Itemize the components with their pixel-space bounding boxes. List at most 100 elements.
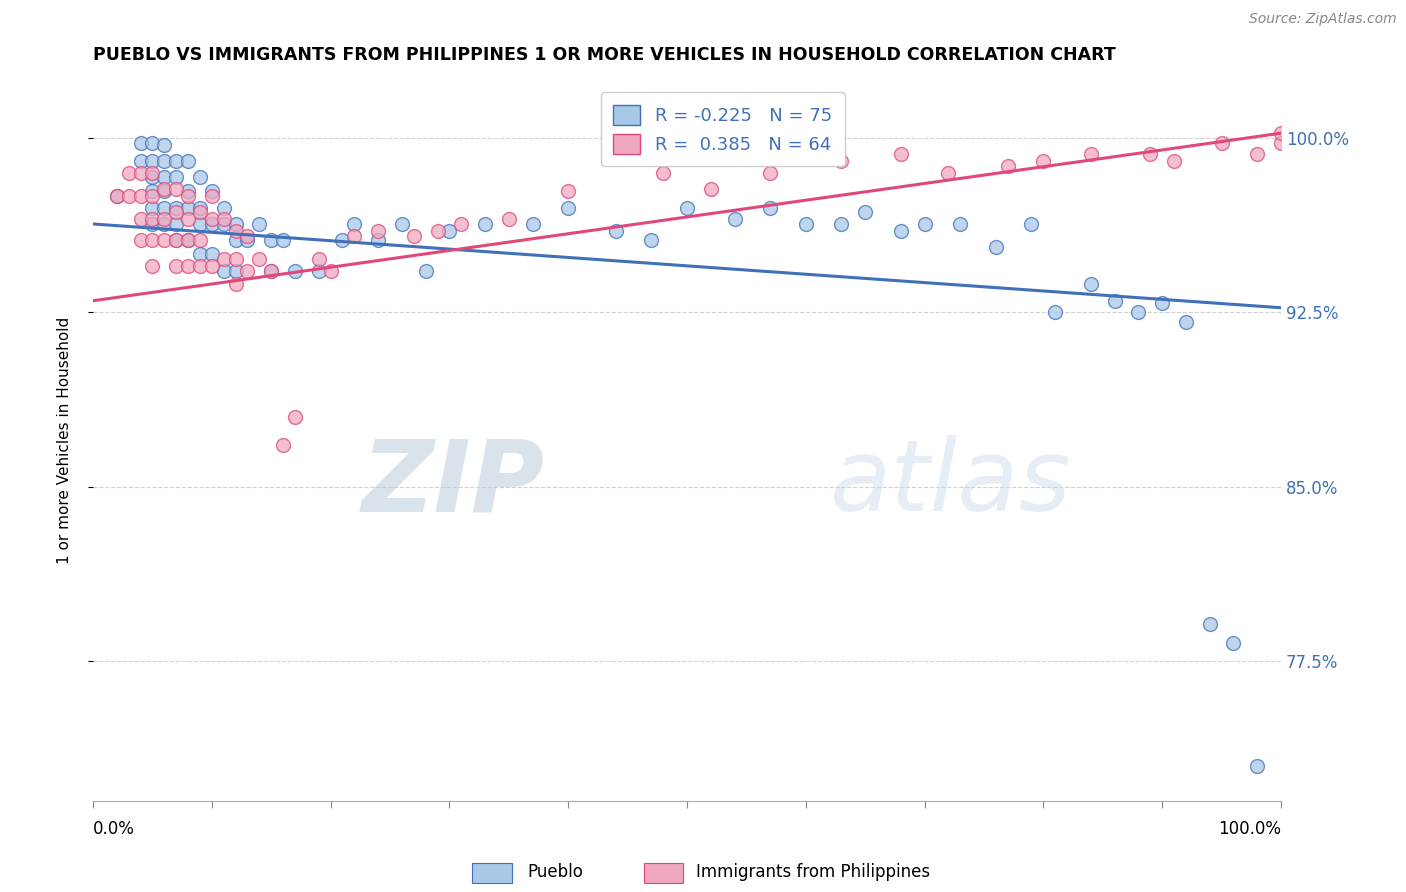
Point (522, 217, 544, 231)
Point (1246, 147, 1268, 161)
Point (557, 201, 579, 215)
Point (557, 185, 579, 199)
Point (212, 263, 235, 277)
Point (225, 263, 247, 277)
Point (201, 189, 224, 203)
Point (1128, 305, 1150, 319)
Point (141, 212, 163, 227)
Point (105, 189, 128, 203)
Point (153, 154, 176, 169)
Point (165, 170, 187, 185)
Point (308, 252, 330, 266)
Y-axis label: 1 or more Vehicles in Household: 1 or more Vehicles in Household (58, 317, 72, 564)
Point (165, 205, 187, 219)
Point (1080, 147, 1102, 161)
Point (141, 166, 163, 180)
Point (165, 182, 187, 196)
Point (284, 410, 307, 425)
Point (212, 217, 235, 231)
Point (129, 154, 152, 169)
Point (201, 217, 224, 231)
Point (165, 201, 187, 215)
Point (118, 166, 141, 180)
Point (153, 217, 176, 231)
Point (1270, 126, 1292, 140)
Point (759, 201, 782, 215)
Point (177, 154, 200, 169)
Point (1080, 277, 1102, 292)
Point (129, 233, 152, 247)
Point (1211, 136, 1233, 150)
Point (225, 277, 247, 292)
Point (153, 185, 176, 199)
Text: ZIP: ZIP (361, 435, 544, 533)
Point (236, 228, 259, 243)
Point (188, 247, 211, 261)
Point (141, 233, 163, 247)
Point (141, 201, 163, 215)
Point (177, 185, 200, 199)
Point (391, 217, 413, 231)
Point (426, 224, 449, 238)
Point (260, 233, 283, 247)
Point (201, 212, 224, 227)
Point (284, 263, 307, 277)
Point (153, 212, 176, 227)
Point (153, 170, 176, 185)
Point (890, 224, 912, 238)
Point (236, 233, 259, 247)
Point (1021, 217, 1043, 231)
Point (794, 217, 817, 231)
Point (367, 224, 389, 238)
Point (118, 189, 141, 203)
Point (450, 217, 472, 231)
Text: 100.0%: 100.0% (1218, 820, 1281, 838)
Point (165, 154, 187, 169)
Point (188, 217, 211, 231)
Point (247, 217, 270, 231)
Point (105, 189, 128, 203)
Point (640, 233, 662, 247)
Point (853, 205, 876, 219)
Point (141, 217, 163, 231)
Point (201, 259, 224, 273)
Point (1104, 293, 1126, 308)
Point (141, 136, 163, 150)
Point (153, 233, 176, 247)
Point (225, 233, 247, 247)
Point (260, 263, 283, 277)
Point (652, 166, 675, 180)
Point (141, 189, 163, 203)
Point (141, 259, 163, 273)
Point (1174, 315, 1197, 329)
Point (474, 217, 496, 231)
Point (247, 252, 270, 266)
Point (1222, 636, 1244, 650)
Point (700, 182, 723, 196)
Point (153, 201, 176, 215)
Point (1270, 136, 1292, 150)
Point (177, 212, 200, 227)
Point (165, 233, 187, 247)
Point (177, 259, 200, 273)
Text: Immigrants from Philippines: Immigrants from Philippines (696, 863, 931, 881)
Point (1152, 296, 1174, 310)
Point (271, 438, 294, 452)
Point (949, 217, 972, 231)
Point (439, 224, 461, 238)
Point (165, 259, 187, 273)
Point (141, 185, 163, 199)
Point (212, 201, 235, 215)
Point (1246, 759, 1268, 773)
Point (165, 217, 187, 231)
Point (129, 166, 152, 180)
Point (225, 252, 247, 266)
Point (343, 228, 366, 243)
Point (141, 154, 163, 169)
Point (830, 217, 852, 231)
Point (212, 252, 235, 266)
Point (498, 212, 520, 227)
Point (225, 224, 247, 238)
Point (723, 212, 745, 227)
Point (1032, 154, 1054, 169)
